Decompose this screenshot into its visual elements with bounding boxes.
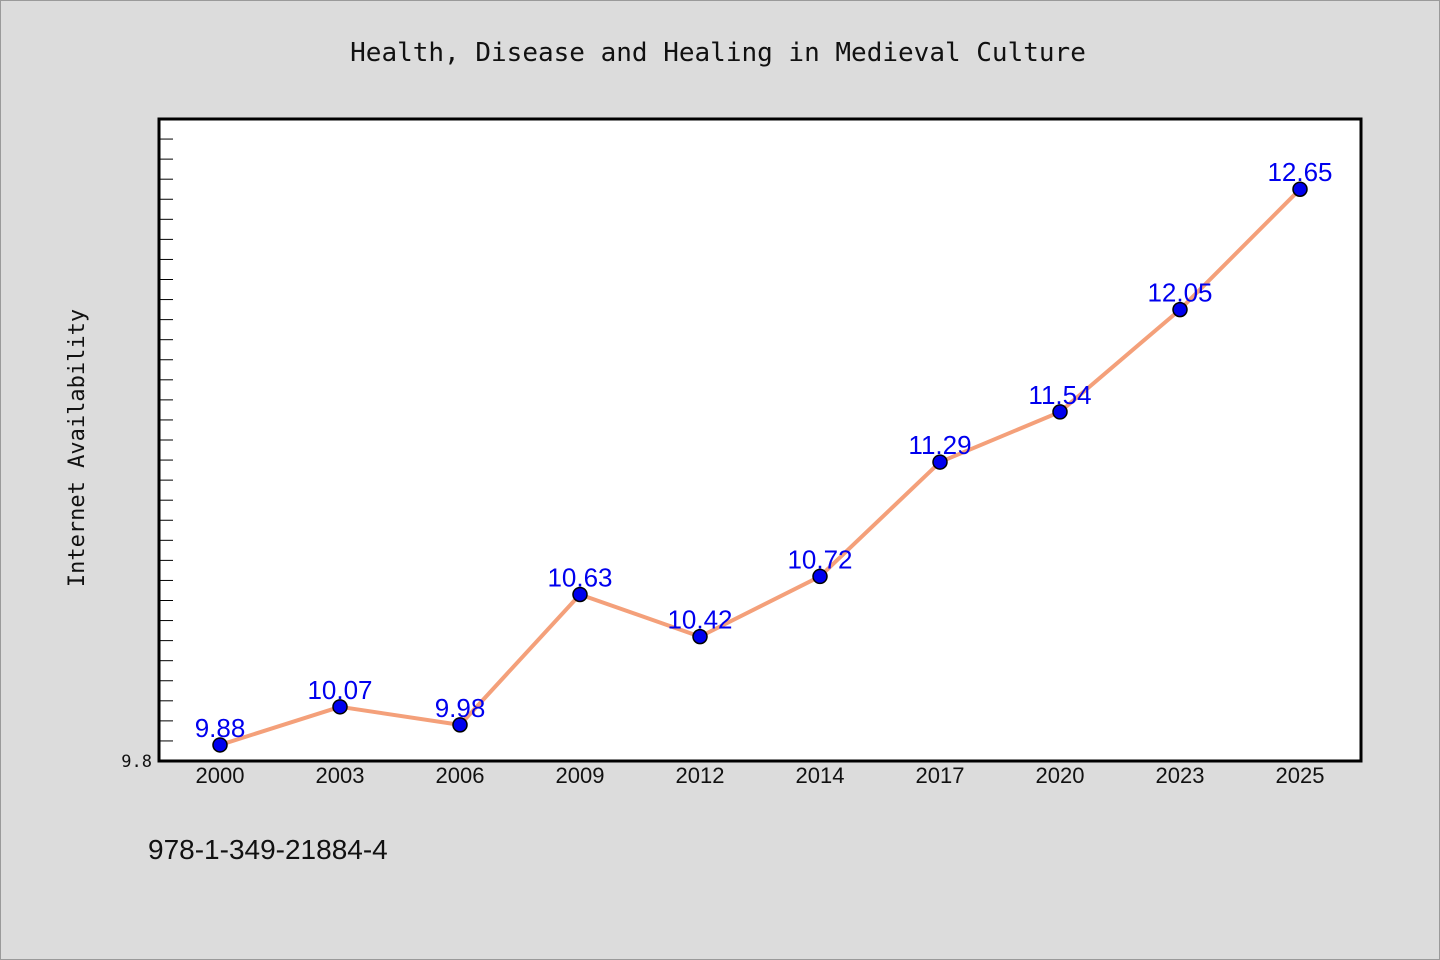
x-tick-label: 2014 [796, 763, 845, 788]
data-point [212, 737, 228, 753]
x-tick-label: 2000 [196, 763, 245, 788]
data-point [572, 586, 588, 603]
data-point [692, 628, 708, 645]
data-point [332, 699, 348, 715]
x-tick-label: 2003 [316, 763, 365, 788]
y-axis-minor-ticks [159, 138, 173, 742]
y-tick-label: 9.8 [121, 752, 152, 772]
data-point [1172, 301, 1188, 318]
data-point [1052, 404, 1068, 420]
data-label: 9.98 [435, 693, 486, 723]
x-tick-label: 2025 [1276, 763, 1325, 788]
data-point [812, 568, 828, 585]
chart-title: Health, Disease and Healing in Medieval … [350, 38, 1086, 68]
isbn-footer: 978-1-349-21884-4 [148, 834, 388, 865]
x-tick-label: 2009 [556, 763, 605, 788]
data-label: 11.54 [1028, 380, 1091, 410]
data-label: 10.42 [667, 605, 732, 635]
data-point [932, 454, 948, 470]
series-layer: 9.88 10.07 9.98 10.63 10.42 10.72 11.29 11.54 12… [195, 157, 1333, 753]
series-line [219, 187, 1302, 747]
data-point [1292, 181, 1308, 197]
plot-area [157, 117, 1363, 763]
data-label: 9.88 [195, 713, 246, 743]
x-tick-label: 2012 [676, 763, 725, 788]
x-axis-tick-labels: 2000 2003 2006 2009 2012 2014 2017 2020 2023 2025 [196, 763, 1325, 788]
y-axis-label: Internet Availability [65, 309, 90, 587]
data-label: 12.65 [1267, 157, 1332, 187]
data-label: 12.05 [1147, 278, 1212, 308]
data-point [452, 717, 468, 733]
x-tick-label: 2020 [1036, 763, 1085, 788]
data-label: 10.07 [307, 675, 372, 705]
x-tick-label: 2017 [916, 763, 965, 788]
data-label: 11.29 [908, 430, 971, 460]
x-tick-label: 2006 [436, 763, 485, 788]
data-label: 10.72 [787, 544, 852, 574]
data-label: 10.63 [547, 562, 612, 592]
x-tick-label: 2023 [1156, 763, 1205, 788]
